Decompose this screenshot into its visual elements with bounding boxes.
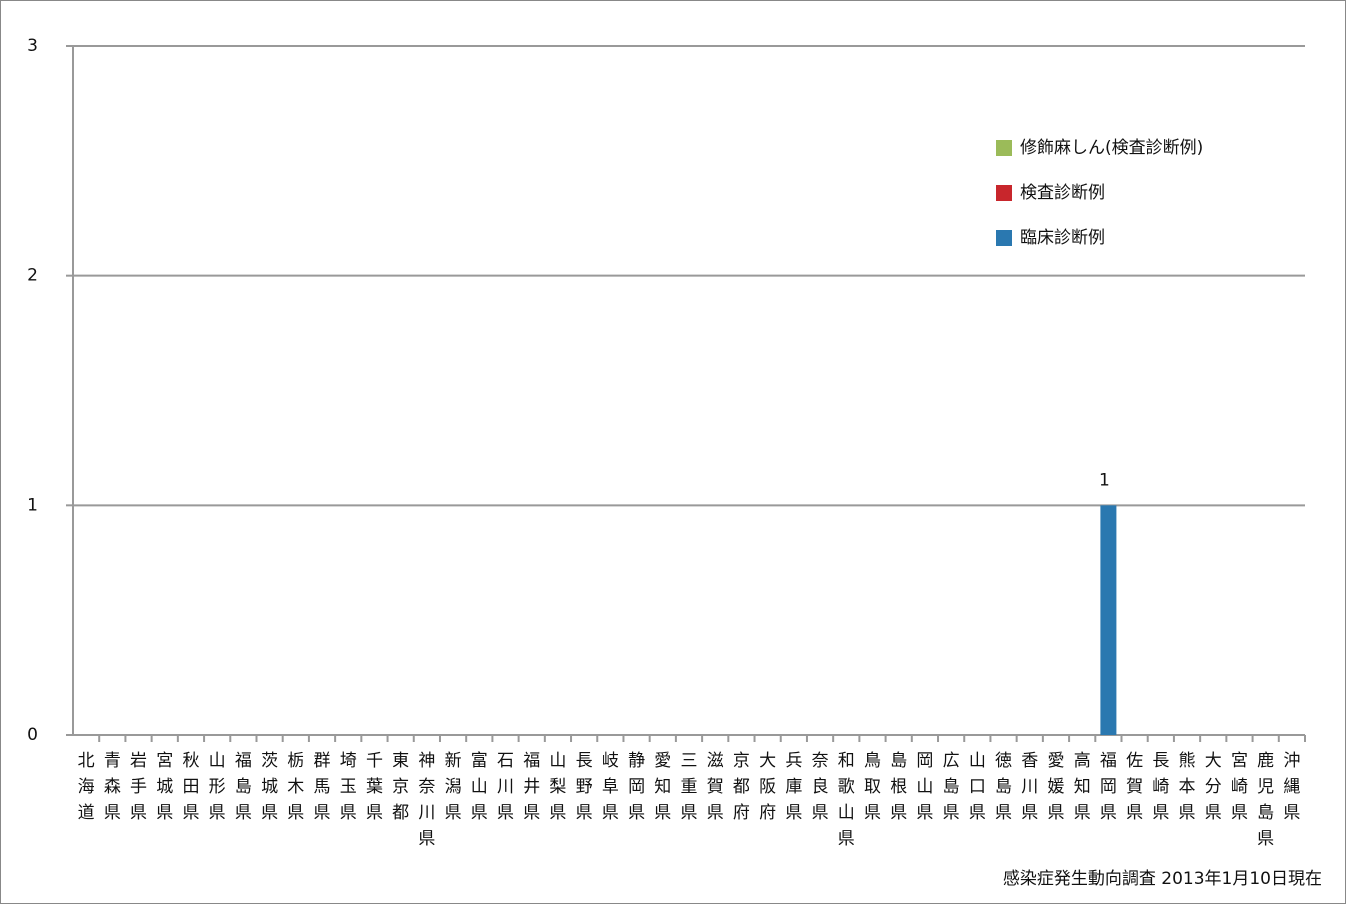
x-tick-label: 埼玉県: [339, 751, 357, 823]
x-tick-label: 京都府: [732, 751, 750, 823]
x-tick-label: 佐賀県: [1126, 751, 1144, 823]
x-tick-label: 千葉県: [365, 751, 383, 823]
x-tick-label: 長崎県: [1152, 751, 1170, 823]
x-tick-label: 宮城県: [156, 751, 174, 823]
x-tick-label: 福井県: [523, 751, 541, 823]
x-tick-label: 徳島県: [995, 751, 1013, 823]
data-label: 1: [1099, 470, 1110, 490]
note: 感染症発生動向調査 2013年1月10日現在: [1003, 869, 1322, 889]
x-tick-label: 高知県: [1073, 751, 1091, 823]
x-tick-label: 長野県: [575, 751, 593, 823]
x-tick-label: 石川県: [497, 751, 514, 823]
x-tick-label: 香川県: [1021, 751, 1039, 823]
x-tick-label: 神奈川県: [418, 751, 436, 849]
x-tick-label: 奈良県: [811, 751, 829, 823]
x-tick-label: 福岡県: [1099, 751, 1117, 823]
y-tick-label: 3: [27, 36, 38, 56]
x-tick-label: 群馬県: [313, 751, 331, 823]
x-tick-label: 山梨県: [549, 751, 567, 823]
x-tick-label: 大分県: [1204, 751, 1222, 823]
x-tick-label: 山口県: [968, 751, 986, 823]
legend-label: 検査診断例: [1020, 183, 1105, 203]
x-tick-label: 岡山県: [916, 751, 934, 823]
x-tick-label: 島根県: [890, 751, 908, 823]
x-tick-label: 広島県: [942, 751, 960, 823]
y-tick-label: 0: [27, 725, 38, 745]
x-tick-label: 三重県: [680, 751, 698, 823]
x-tick-label: 茨城県: [261, 751, 279, 823]
x-tick-label: 秋田県: [182, 751, 200, 823]
x-tick-label: 愛媛県: [1047, 751, 1065, 823]
x-tick-label: 山形県: [208, 751, 226, 823]
x-tick-label: 鹿児島県: [1257, 751, 1275, 849]
x-tick-label: 宮崎県: [1230, 751, 1248, 823]
x-tick-label: 岐阜県: [601, 751, 619, 823]
x-tick-label: 熊本県: [1178, 751, 1196, 823]
legend-label: 臨床診断例: [1020, 228, 1105, 248]
x-tick-label: 東京都: [392, 751, 410, 823]
x-tick-label: 青森県: [103, 751, 121, 823]
legend-swatch: [996, 185, 1012, 201]
x-tick-label: 栃木県: [287, 751, 305, 823]
x-tick-label: 兵庫県: [785, 751, 803, 823]
x-tick-label: 大阪府: [759, 751, 777, 823]
x-tick-label: 愛知県: [654, 751, 672, 823]
x-tick-label: 岩手県: [130, 751, 148, 823]
x-tick-label: 沖縄県: [1283, 751, 1301, 823]
bar: [1100, 505, 1117, 735]
x-tick-label: 和歌山県: [837, 751, 855, 849]
y-tick-label: 1: [27, 495, 38, 515]
x-tick-label: 静岡県: [628, 751, 646, 823]
x-tick-label: 新潟県: [444, 751, 462, 823]
x-tick-label: 滋賀県: [706, 751, 724, 823]
x-tick-label: 鳥取県: [863, 751, 881, 823]
legend-swatch: [996, 140, 1012, 156]
x-tick-label: 福島県: [234, 751, 252, 823]
legend-label: 修飾麻しん(検査診断例): [1020, 138, 1203, 158]
y-tick-label: 2: [27, 266, 38, 286]
x-tick-label: 北海道: [77, 751, 95, 823]
x-tick-label: 富山県: [470, 751, 488, 823]
legend-swatch: [996, 230, 1012, 246]
